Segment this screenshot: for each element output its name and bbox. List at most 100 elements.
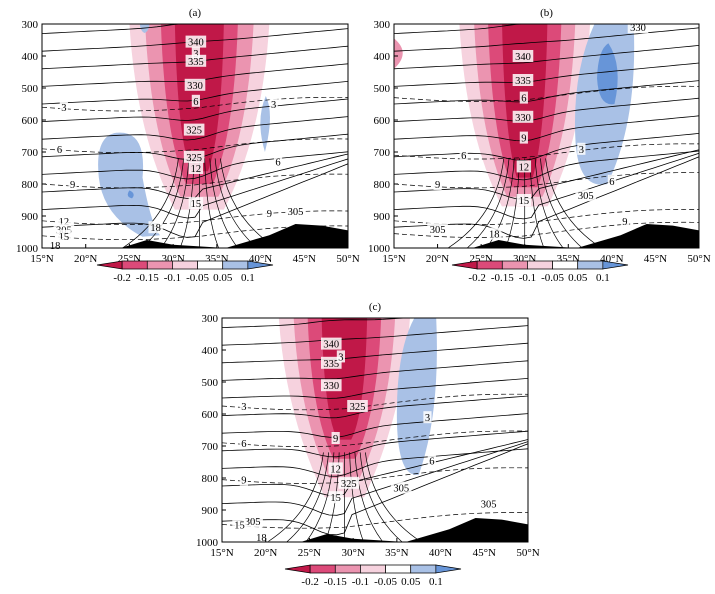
contour-label: 15	[330, 493, 341, 504]
y-tick-label: 500	[22, 83, 39, 95]
isentrope-line	[447, 158, 505, 248]
colorbar-tick-label: -0.05	[186, 272, 209, 284]
anomaly-contour	[394, 85, 699, 102]
plot-frame	[393, 23, 700, 249]
colorbar-swatch	[121, 260, 148, 270]
colorbar: -0.2 -0.15 -0.1 -0.05 0.05 0.1	[96, 260, 274, 284]
isentrope-line	[209, 158, 239, 248]
x-tick-label: 50°N	[336, 253, 359, 265]
y-tick-label: 500	[202, 377, 219, 389]
contour-label: 3	[338, 352, 343, 363]
x-tick-label: 20°N	[254, 547, 277, 559]
contour-label: 18	[256, 533, 267, 544]
isentrope-line	[394, 115, 699, 142]
colorbar-tick-label: -0.2	[113, 272, 130, 284]
y-tick-label: 300	[374, 19, 391, 31]
contour-label: 330	[187, 81, 203, 92]
contour-label: 3	[61, 103, 66, 114]
isentrope-line	[394, 150, 699, 181]
shade-red-side	[394, 38, 403, 69]
colorbar-swatch	[451, 260, 478, 270]
contour-label: 6	[57, 145, 62, 156]
colorbar-swatch	[435, 564, 462, 574]
y-tick-label: 400	[374, 51, 391, 63]
isentrope-line	[222, 441, 528, 516]
isentrope-line	[204, 158, 219, 248]
anomaly-contour	[222, 393, 528, 411]
contour-label: 6	[461, 151, 466, 162]
isentrope-line	[540, 158, 583, 248]
shade-blue-2	[260, 96, 270, 152]
contour-label: 9	[521, 134, 526, 145]
colorbar-tick-label: -0.15	[136, 272, 159, 284]
isentrope-line	[222, 443, 528, 536]
isentrope-line	[42, 24, 348, 34]
colorbar-swatch	[309, 564, 336, 574]
anomaly-contour	[222, 430, 528, 447]
x-tick-label: 45°N	[644, 253, 667, 265]
contour-label: 6	[193, 97, 198, 108]
isentrope-line	[286, 452, 330, 542]
shade-blue-1	[127, 190, 134, 199]
contour-label: 15	[59, 232, 70, 243]
contour-label: 335	[323, 359, 339, 370]
colorbar-tick-label: -0.1	[164, 272, 181, 284]
isentrope-line	[394, 80, 699, 105]
contour-label: 9	[435, 180, 440, 191]
y-tick-label: 500	[374, 83, 391, 95]
contour-label: 305	[393, 484, 409, 495]
x-tick-label: 20°N	[74, 253, 97, 265]
colorbar-swatch	[501, 260, 528, 270]
y-tick-label: 600	[22, 115, 39, 127]
isentrope-line	[394, 62, 699, 87]
colorbar: -0.2 -0.15 -0.1 -0.05 0.05 0.1	[451, 260, 629, 284]
isentrope-line	[394, 149, 699, 200]
colorbar: -0.2 -0.15 -0.1 -0.05 0.05 0.1	[284, 564, 462, 588]
contour-label: 340	[188, 38, 204, 49]
isentrope-line	[42, 151, 348, 180]
contour-label: 3	[425, 413, 430, 424]
colorbar-swatch	[222, 260, 249, 270]
contour-label: 305	[481, 500, 497, 511]
contour-label: 305	[430, 225, 446, 236]
contour-label: 12	[59, 217, 70, 228]
colorbar-tick-label: -0.2	[468, 272, 485, 284]
contour-label: 325	[341, 479, 357, 490]
shade-blue-0	[396, 318, 437, 475]
isentrope-line	[359, 452, 403, 542]
colorbar-swatch	[247, 260, 274, 270]
y-tick-label: 800	[374, 179, 391, 191]
y-tick-label: 700	[374, 147, 391, 159]
colorbar-swatch	[96, 260, 123, 270]
contour-label: 325	[186, 126, 202, 137]
x-tick-label: 45°N	[473, 547, 496, 559]
colorbar-tick-label: 0.05	[401, 576, 421, 588]
panel-b: 340 335 330 330 305 305 6 9 12 15 3 6 6 9 9 18 300 400 500…	[368, 7, 711, 284]
y-tick-label: 1000	[196, 537, 219, 549]
contour-label: 9	[267, 209, 272, 220]
isentrope-line	[394, 45, 699, 70]
contour-label: 18	[50, 241, 61, 252]
isentrope-line	[222, 360, 528, 381]
x-tick-label: 25°N	[298, 547, 321, 559]
contour-label: 305	[578, 191, 594, 202]
x-tick-label: 35°N	[385, 547, 408, 559]
anomaly-contour	[394, 172, 699, 189]
panel-a: 3403335330325305632512153366991230515181…	[16, 7, 360, 284]
shade-blue-0	[98, 132, 161, 237]
colorbar-swatch	[602, 260, 629, 270]
isentrope-line	[42, 158, 348, 219]
isentrope-line	[394, 97, 699, 122]
isentrope-line	[394, 152, 699, 220]
contour-label: 12	[519, 162, 530, 173]
y-tick-label: 800	[22, 179, 39, 191]
colorbar-swatch	[146, 260, 173, 270]
isentrope-line	[222, 325, 528, 346]
isentrope-line	[222, 395, 528, 419]
x-tick-label: 15°N	[382, 253, 405, 265]
contour-label: 6	[429, 456, 434, 467]
colorbar-tick-label: 0.05	[568, 272, 588, 284]
y-tick-label: 300	[202, 313, 219, 325]
anomaly-contour	[222, 467, 528, 484]
